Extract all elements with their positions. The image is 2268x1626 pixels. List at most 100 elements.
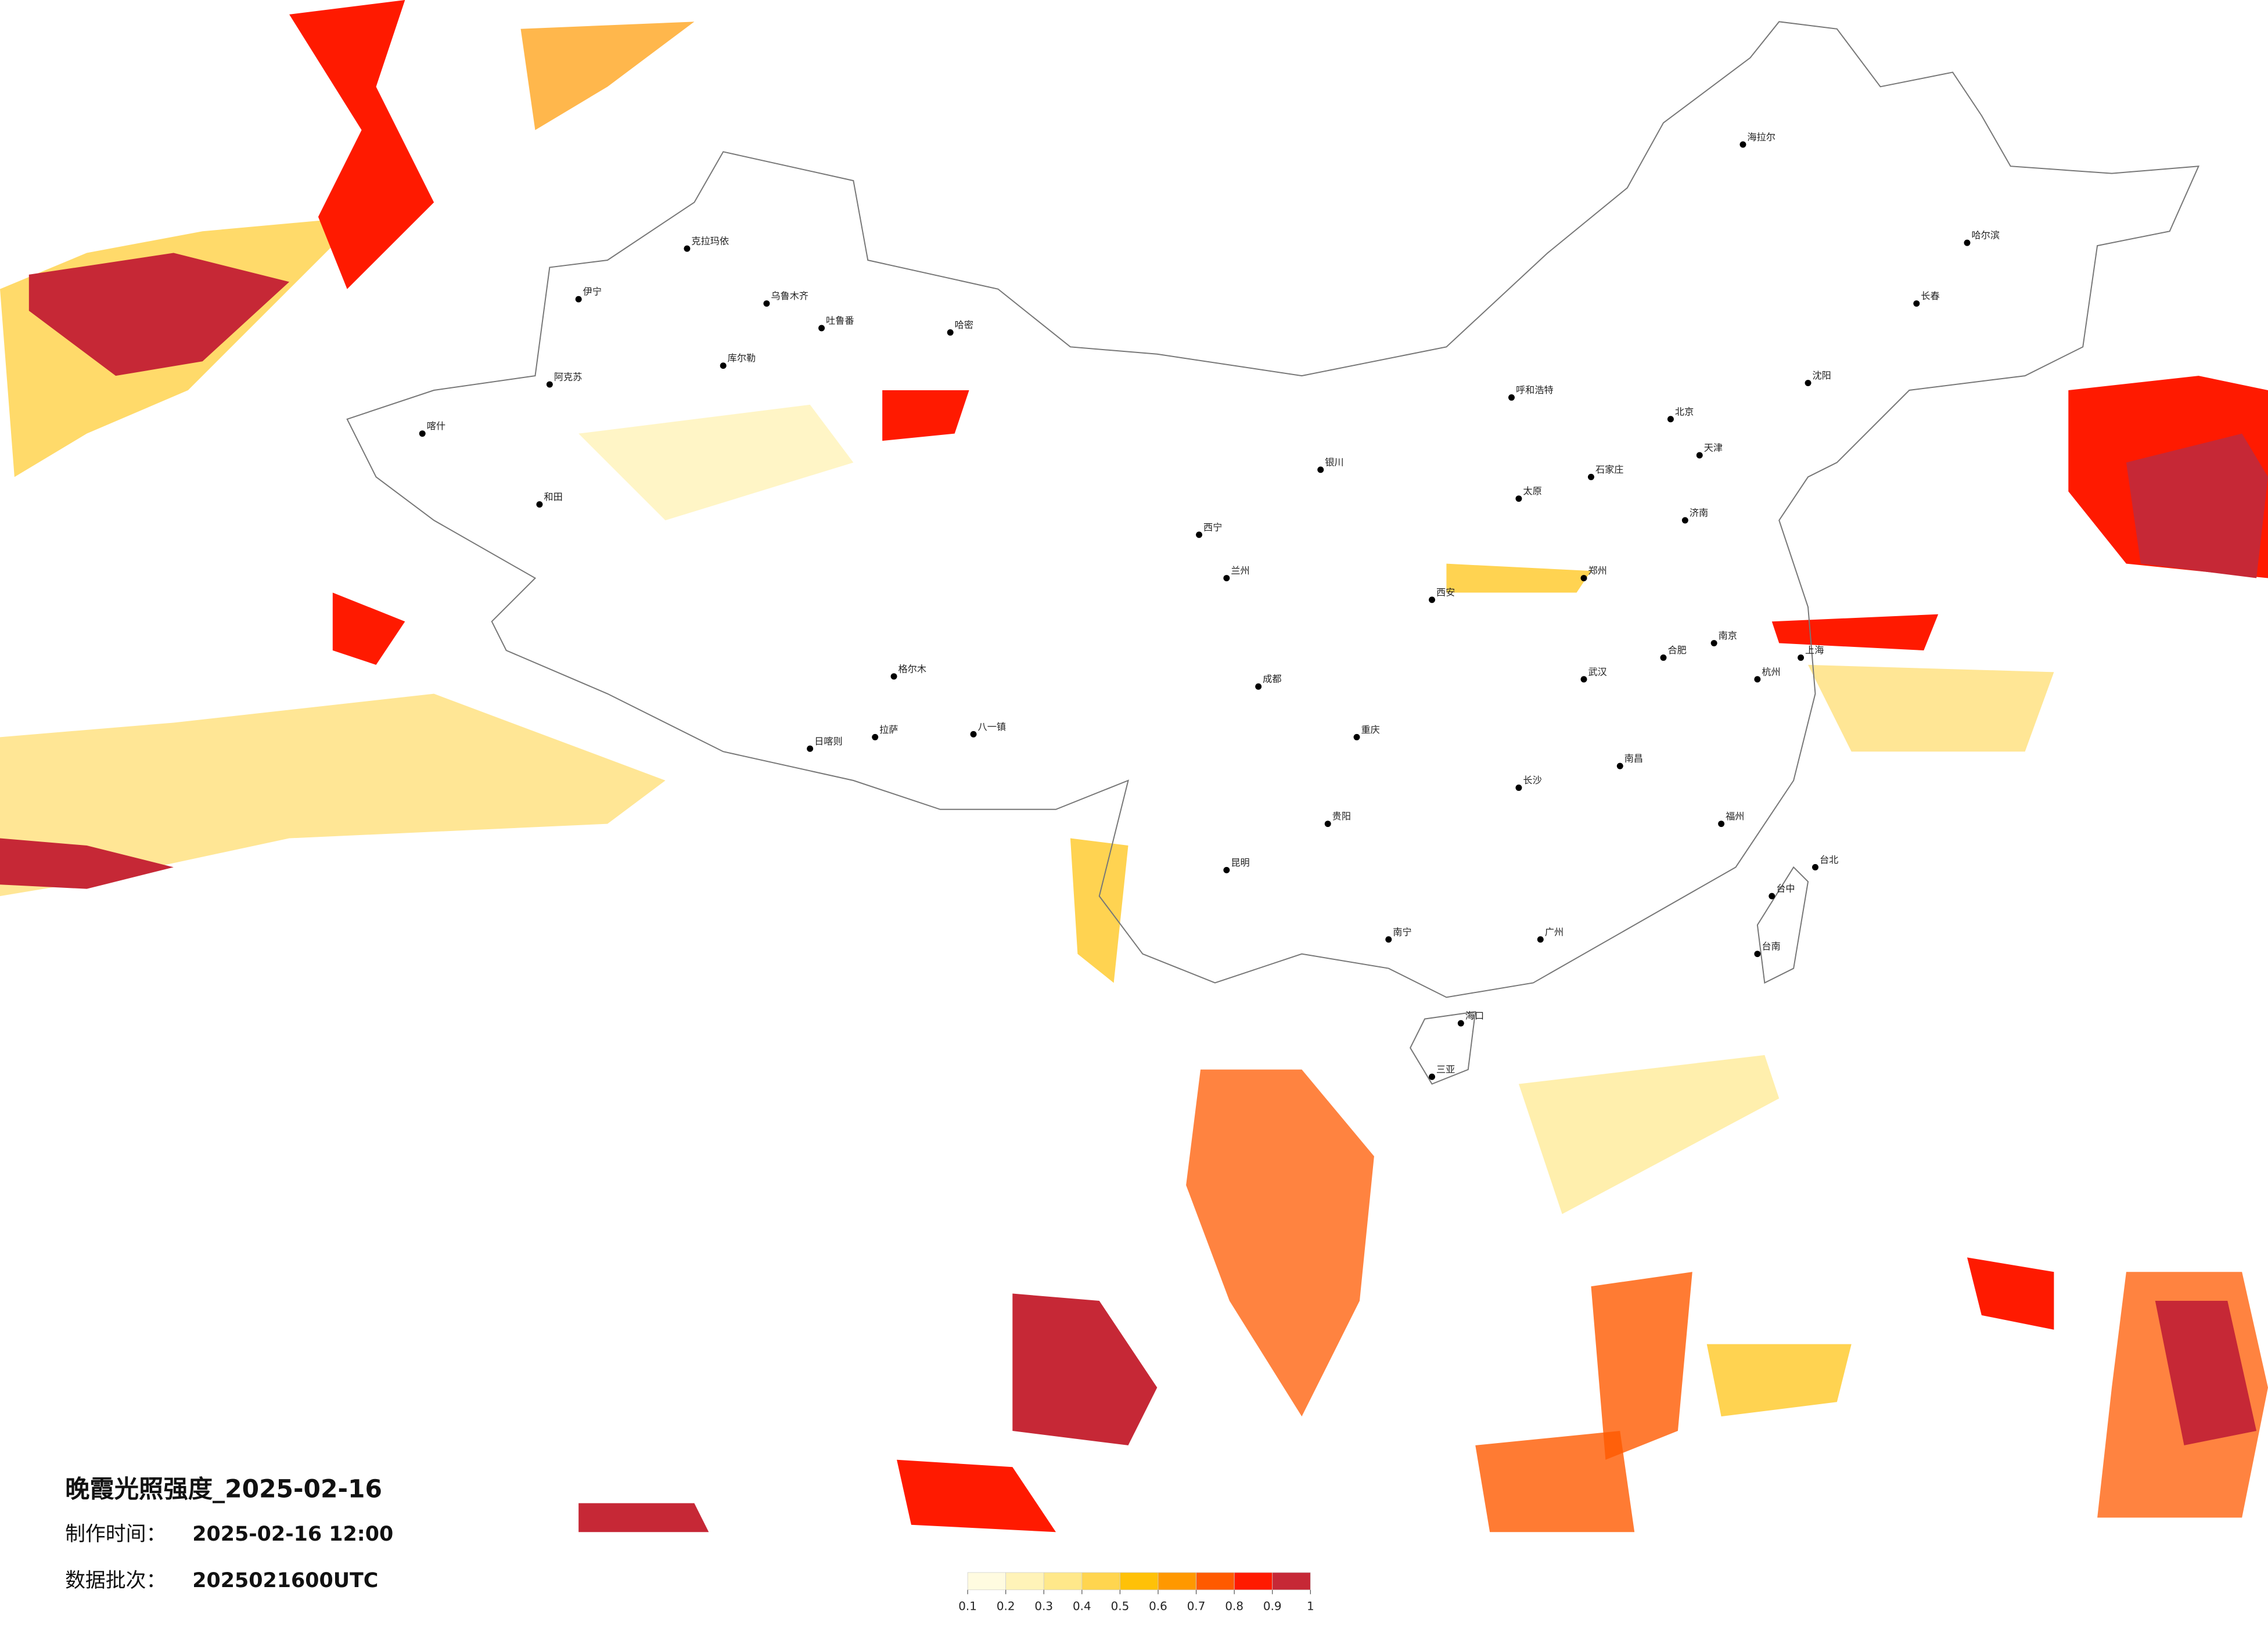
field-area (1446, 563, 1591, 593)
field-area (578, 404, 854, 520)
city-label: 兰州 (1231, 565, 1249, 576)
city-label: 三亚 (1436, 1064, 1455, 1075)
field-area (1771, 614, 1939, 650)
field-area (1012, 1293, 1158, 1445)
city-label: 台南 (1762, 941, 1780, 952)
batch-label: 数据批次： (65, 1569, 166, 1592)
city-label: 海口 (1465, 1010, 1484, 1021)
city-label: 上海 (1805, 645, 1824, 656)
field-area (1186, 1069, 1374, 1417)
city-label: 昆明 (1231, 857, 1249, 868)
city-dot (818, 325, 825, 332)
city-label: 南昌 (1624, 753, 1643, 764)
city-dot (1667, 416, 1674, 423)
city-label: 杭州 (1762, 666, 1780, 677)
city-label: 北京 (1675, 406, 1694, 417)
city-label: 台中 (1776, 883, 1795, 894)
city-label: 长春 (1921, 290, 1939, 301)
city-label: 重庆 (1361, 724, 1379, 735)
city-label: 太原 (1523, 485, 1541, 497)
field-area (1070, 838, 1128, 983)
city-dot (1457, 1020, 1464, 1027)
colorbar-swatch (1272, 1572, 1311, 1591)
city-label: 沈阳 (1813, 370, 1831, 381)
city-label: 西安 (1436, 587, 1455, 598)
city-dot (1739, 141, 1746, 148)
city-label: 武汉 (1588, 666, 1606, 677)
colorbar-tick-label: 0.6 (1149, 1600, 1167, 1613)
city-dot (970, 731, 977, 738)
colorbar-swatch (1081, 1572, 1120, 1591)
city-label: 南京 (1719, 630, 1737, 641)
city-label: 银川 (1325, 456, 1343, 467)
city-dot (1429, 596, 1436, 603)
field-area (1967, 1257, 2054, 1330)
colorbar-tick-label: 1 (1307, 1600, 1314, 1613)
city-label: 台北 (1820, 854, 1838, 865)
city-label: 成都 (1263, 674, 1281, 685)
city-dot (1580, 676, 1587, 683)
colorbar-swatch (1158, 1572, 1196, 1591)
city-dot (684, 245, 691, 252)
city-label: 拉萨 (879, 724, 898, 735)
city-label: 日喀则 (814, 736, 843, 747)
field-area (1518, 1055, 1780, 1214)
city-dot (1754, 951, 1761, 958)
city-dot (1223, 575, 1230, 582)
city-label: 格尔木 (898, 663, 927, 674)
colorbar-swatch (1234, 1572, 1273, 1591)
city-dot (1710, 640, 1717, 647)
map-title: 晚霞光照强度_2025-02-16 (65, 1475, 382, 1503)
field-area (520, 21, 695, 131)
field-area (1706, 1344, 1852, 1417)
city-label: 阿克苏 (554, 372, 583, 383)
field-area (1591, 1272, 1692, 1460)
field-area (882, 390, 969, 441)
colorbar-tick-label: 0.8 (1225, 1600, 1243, 1613)
city-dot (1580, 575, 1587, 582)
city-dot (1769, 893, 1775, 900)
city-dot (1508, 394, 1515, 401)
city-label: 和田 (544, 491, 562, 502)
china-outline (346, 21, 2200, 998)
field-area (897, 1459, 1056, 1533)
city-dot (890, 673, 897, 680)
field-area (1808, 664, 2054, 752)
city-label: 八一镇 (978, 721, 1007, 732)
city-dot (575, 296, 582, 303)
city-dot (1754, 676, 1761, 683)
city-dot (1515, 784, 1522, 791)
city-dot (1805, 380, 1811, 387)
city-dot (1223, 866, 1230, 873)
city-label: 郑州 (1588, 565, 1606, 576)
city-dot (720, 362, 727, 369)
intensity-field (0, 0, 2268, 1533)
city-dot (1429, 1073, 1436, 1080)
city-dot (536, 501, 543, 508)
city-label: 克拉玛依 (691, 236, 729, 247)
colorbar-tick-label: 0.4 (1073, 1600, 1091, 1613)
city-dot (1587, 473, 1594, 480)
city-dot (419, 430, 426, 437)
city-dot (1913, 300, 1920, 307)
taiwan-outline (1756, 866, 1809, 984)
city-label: 呼和浩特 (1516, 384, 1554, 395)
field-area (2126, 433, 2268, 578)
city-dot (1385, 936, 1392, 943)
field-area (28, 253, 290, 376)
city-label: 哈尔滨 (1971, 230, 2000, 241)
city-dot (1696, 452, 1703, 459)
colorbar-swatch (1005, 1572, 1044, 1591)
colorbar-tick-label: 0.1 (958, 1600, 977, 1613)
city-dot (1660, 654, 1667, 661)
city-label: 长沙 (1523, 775, 1541, 786)
city-label: 库尔勒 (728, 352, 756, 364)
colorbar-swatch (967, 1572, 1007, 1591)
city-dot (1317, 466, 1324, 473)
city-label: 合肥 (1667, 645, 1686, 656)
colorbar-swatch (1120, 1572, 1159, 1591)
